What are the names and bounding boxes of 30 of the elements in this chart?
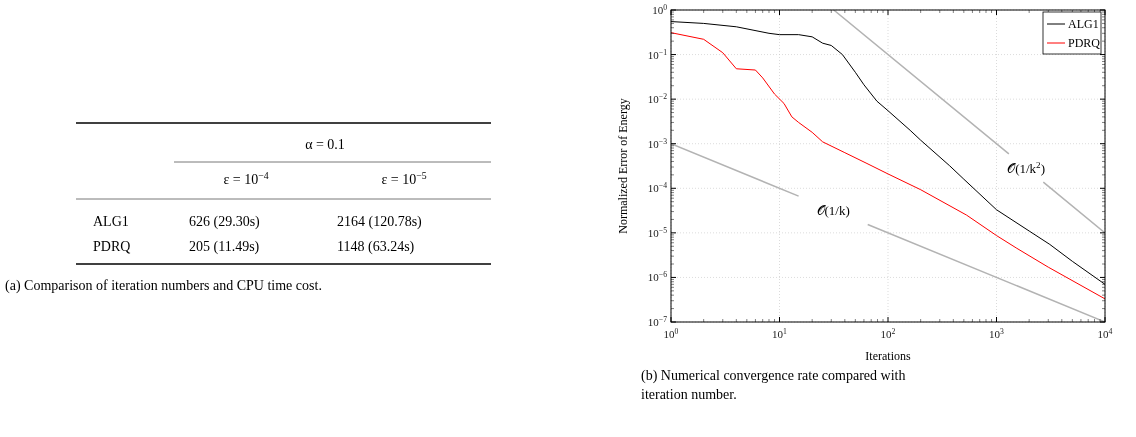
- x-tick-label: 10$^{3}$: [989, 326, 1005, 340]
- x-tick-label: 10$^{1}$: [772, 326, 788, 340]
- annotation: 𝒪(1/k): [816, 203, 850, 219]
- y-tick-label: 10$^{−3}$: [647, 136, 668, 150]
- text: ε = 10$^{−5}$: [381, 169, 427, 187]
- x-tick-label: 10$^{2}$: [880, 326, 896, 340]
- data-label: 2164 (120.78s): [337, 214, 423, 230]
- x-axis-title: Iterations: [865, 349, 911, 363]
- y-tick-label: 10$^{−2}$: [647, 91, 668, 106]
- legend-title: α = 0.1: [305, 137, 345, 152]
- data-label: 205 (11.49s): [189, 239, 260, 255]
- x-tick-label: 10$^{0}$: [663, 326, 679, 340]
- legend-label: PDRQ: [1068, 36, 1101, 50]
- y-axis-title: Normalized Error of Energy: [616, 98, 630, 234]
- category-label: PDRQ: [93, 239, 131, 254]
- annotation: 𝒪(1/k$^{2}$): [1007, 160, 1045, 177]
- y-tick-label: 10$^{−5}$: [647, 225, 668, 239]
- text: (a) Comparison of iteration numbers and CPU time cost.: [5, 278, 322, 294]
- text: ε = 10$^{−4}$: [223, 169, 269, 187]
- category-label: ALG1: [93, 214, 129, 229]
- y-tick-label: 10$^{−4}$: [647, 180, 668, 195]
- x-tick-label: 10$^{4}$: [1097, 326, 1113, 340]
- y-tick-label: 10$^{−7}$: [647, 314, 668, 328]
- y-tick-label: 10$^{0}$: [652, 2, 668, 16]
- y-tick-label: 10$^{−1}$: [647, 47, 668, 61]
- data-label: 1148 (63.24s): [337, 239, 415, 255]
- legend-label: ALG1: [1068, 17, 1099, 31]
- data-label: 626 (29.30s): [189, 214, 261, 230]
- text: (b) Numerical convergence rate compared with iteration number.: [641, 368, 906, 402]
- y-tick-label: 10$^{−6}$: [647, 269, 668, 284]
